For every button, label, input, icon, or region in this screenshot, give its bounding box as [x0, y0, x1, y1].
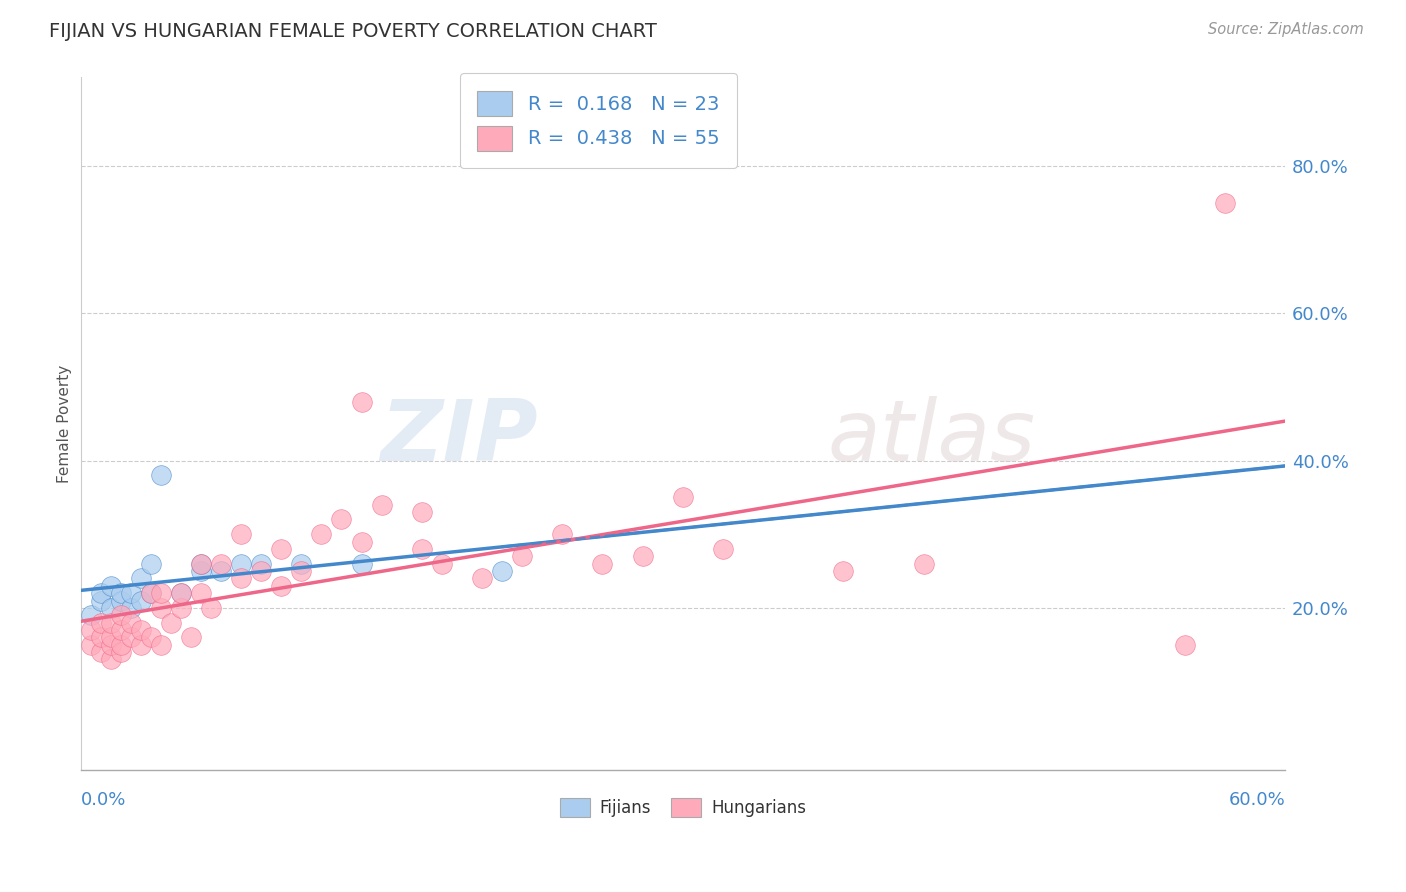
- Point: [430, 557, 453, 571]
- Point: [311, 527, 333, 541]
- Point: [350, 394, 373, 409]
- Point: [139, 557, 162, 571]
- Point: [229, 571, 252, 585]
- Point: [350, 534, 373, 549]
- Text: 0.0%: 0.0%: [80, 791, 127, 809]
- Point: [149, 468, 172, 483]
- Point: [229, 557, 252, 571]
- Point: [631, 549, 654, 564]
- Point: [90, 645, 112, 659]
- Point: [100, 638, 122, 652]
- Point: [1174, 638, 1197, 652]
- Point: [190, 564, 212, 578]
- Point: [139, 586, 162, 600]
- Point: [149, 638, 172, 652]
- Text: ZIP: ZIP: [381, 396, 538, 479]
- Point: [270, 579, 292, 593]
- Point: [100, 615, 122, 630]
- Point: [110, 645, 132, 659]
- Point: [129, 571, 152, 585]
- Legend: Fijians, Hungarians: Fijians, Hungarians: [553, 791, 813, 824]
- Point: [129, 638, 152, 652]
- Text: atlas: atlas: [827, 396, 1035, 479]
- Y-axis label: Female Poverty: Female Poverty: [58, 365, 72, 483]
- Point: [190, 586, 212, 600]
- Point: [170, 586, 193, 600]
- Point: [110, 593, 132, 607]
- Point: [591, 557, 613, 571]
- Point: [832, 564, 855, 578]
- Point: [250, 557, 273, 571]
- Point: [120, 601, 142, 615]
- Point: [129, 623, 152, 637]
- Point: [411, 505, 433, 519]
- Point: [711, 541, 734, 556]
- Point: [471, 571, 494, 585]
- Point: [370, 498, 392, 512]
- Point: [90, 631, 112, 645]
- Point: [90, 615, 112, 630]
- Point: [270, 541, 292, 556]
- Point: [90, 593, 112, 607]
- Point: [510, 549, 533, 564]
- Point: [110, 623, 132, 637]
- Point: [110, 638, 132, 652]
- Text: FIJIAN VS HUNGARIAN FEMALE POVERTY CORRELATION CHART: FIJIAN VS HUNGARIAN FEMALE POVERTY CORRE…: [49, 22, 657, 41]
- Point: [100, 579, 122, 593]
- Point: [250, 564, 273, 578]
- Point: [110, 586, 132, 600]
- Point: [79, 638, 101, 652]
- Point: [170, 586, 193, 600]
- Point: [229, 527, 252, 541]
- Point: [100, 631, 122, 645]
- Point: [209, 557, 232, 571]
- Point: [411, 541, 433, 556]
- Point: [350, 557, 373, 571]
- Point: [110, 608, 132, 623]
- Point: [90, 586, 112, 600]
- Point: [100, 652, 122, 666]
- Text: 60.0%: 60.0%: [1229, 791, 1285, 809]
- Point: [170, 601, 193, 615]
- Point: [129, 593, 152, 607]
- Point: [330, 512, 353, 526]
- Point: [551, 527, 574, 541]
- Point: [120, 615, 142, 630]
- Text: Source: ZipAtlas.com: Source: ZipAtlas.com: [1208, 22, 1364, 37]
- Point: [672, 491, 695, 505]
- Point: [100, 601, 122, 615]
- Point: [160, 615, 183, 630]
- Point: [79, 608, 101, 623]
- Point: [1213, 195, 1236, 210]
- Point: [120, 631, 142, 645]
- Point: [200, 601, 222, 615]
- Point: [491, 564, 513, 578]
- Point: [290, 557, 312, 571]
- Point: [149, 586, 172, 600]
- Point: [149, 601, 172, 615]
- Point: [290, 564, 312, 578]
- Point: [912, 557, 935, 571]
- Point: [190, 557, 212, 571]
- Point: [139, 586, 162, 600]
- Point: [209, 564, 232, 578]
- Point: [180, 631, 202, 645]
- Point: [79, 623, 101, 637]
- Point: [139, 631, 162, 645]
- Point: [190, 557, 212, 571]
- Point: [120, 586, 142, 600]
